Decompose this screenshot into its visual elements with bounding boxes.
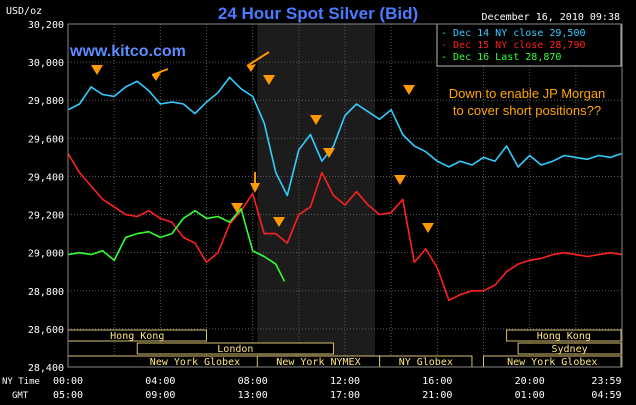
- x-tick-ny-time: 20:00: [515, 376, 545, 387]
- y-tick-label: 30,000: [28, 58, 64, 69]
- legend-entry: - Dec 16 Last 28,870: [441, 52, 561, 63]
- legend-entry: - Dec 14 NY close 29,500: [441, 28, 586, 39]
- x-tick-gmt: 21:00: [422, 390, 452, 401]
- gmt-row-label: GMT: [12, 391, 29, 401]
- session-band-label: New York Globex: [507, 357, 597, 368]
- y-tick-label: 29,200: [28, 211, 64, 222]
- session-band-label: New York NYMEX: [276, 357, 360, 368]
- series-line-1: [67, 76, 622, 197]
- session-band-label: Hong Kong: [537, 331, 591, 342]
- y-tick-label: 29,600: [28, 134, 64, 145]
- arrow-marker: [310, 115, 322, 125]
- legend: - Dec 14 NY close 29,500- Dec 15 NY clos…: [436, 23, 622, 67]
- session-band-label: Hong Kong: [110, 331, 164, 342]
- x-tick-ny-time: 08:00: [238, 376, 268, 387]
- legend-entry: - Dec 15 NY close 28,790: [441, 40, 586, 51]
- arrow-marker: [263, 75, 275, 85]
- arrow-marker: [246, 51, 270, 67]
- x-tick-gmt: 09:00: [145, 390, 175, 401]
- session-band: Hong Kong: [67, 329, 207, 342]
- annotation-line: Down to enable JP Morgan: [449, 86, 606, 101]
- x-tick-ny-time: 12:00: [330, 376, 360, 387]
- x-tick-gmt: 17:00: [330, 390, 360, 401]
- y-tick-label: 28,600: [28, 325, 64, 336]
- arrow-marker: [247, 64, 256, 72]
- arrow-marker: [250, 183, 260, 193]
- y-axis-label: USD/oz: [6, 6, 42, 17]
- y-tick-label: 29,800: [28, 96, 64, 107]
- session-band-label: New York Globex: [150, 357, 240, 368]
- arrow-marker: [394, 175, 406, 185]
- session-band-label: NY Globex: [399, 357, 453, 368]
- arrow-marker: [231, 203, 243, 213]
- date-stamp: December 16, 2010 09:38: [482, 12, 620, 23]
- x-tick-gmt: 05:00: [53, 390, 83, 401]
- series-line-3: [67, 208, 286, 282]
- session-band: London: [136, 342, 334, 355]
- ny-time-row-label: NY Time: [2, 377, 40, 387]
- x-tick-ny-time: 23:59: [591, 376, 621, 387]
- arrow-marker: [273, 217, 285, 227]
- y-tick-label: 28,800: [28, 287, 64, 298]
- x-tick-ny-time: 16:00: [422, 376, 452, 387]
- nymex-session-shading: [257, 24, 376, 367]
- arrow-marker: [152, 73, 161, 81]
- legend-box: [436, 23, 622, 67]
- x-tick-ny-time: 00:00: [53, 376, 83, 387]
- session-band: New York NYMEX: [256, 355, 381, 368]
- plot-frame: [67, 23, 623, 368]
- session-band: New York Globex: [483, 355, 622, 368]
- x-tick-gmt: 13:00: [238, 390, 268, 401]
- arrow-marker: [403, 85, 415, 95]
- session-band: Sydney: [517, 342, 622, 355]
- session-band-box: [136, 342, 334, 355]
- x-tick-gmt: 04:59: [591, 390, 621, 401]
- session-band-box: [517, 342, 622, 355]
- session-band: NY Globex: [379, 355, 473, 368]
- chart-title: 24 Hour Spot Silver (Bid): [218, 4, 418, 23]
- x-tick-ny-time: 04:00: [145, 376, 175, 387]
- session-band-box: [506, 329, 622, 342]
- arrow-marker: [151, 68, 169, 76]
- session-band-label: Sydney: [552, 344, 588, 355]
- series-line-2: [67, 153, 622, 302]
- annotation-line: to cover short positions??: [453, 103, 601, 118]
- session-band: Hong Kong: [506, 329, 622, 342]
- x-tick-gmt: 01:00: [515, 390, 545, 401]
- y-tick-label: 29,000: [28, 249, 64, 260]
- y-tick-label: 30,200: [28, 20, 64, 31]
- y-tick-label: 29,400: [28, 172, 64, 183]
- session-band-label: London: [217, 344, 253, 355]
- y-tick-label: 28,400: [28, 363, 64, 374]
- arrow-marker: [422, 223, 434, 233]
- kitco-watermark: www.kitco.com: [69, 43, 186, 60]
- arrow-marker: [323, 148, 335, 158]
- arrow-marker: [91, 65, 103, 75]
